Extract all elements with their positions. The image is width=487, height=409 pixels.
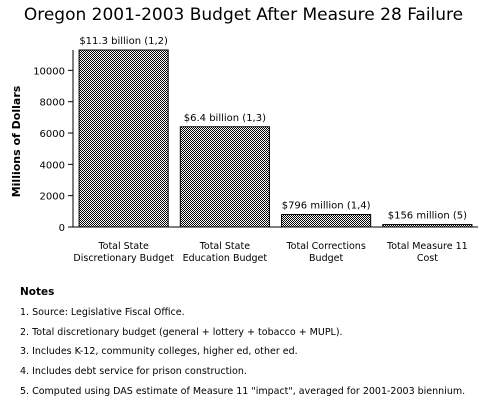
bar bbox=[78, 49, 169, 228]
y-axis: 0 2000 4000 6000 8000 10000 Millions of Dollar… bbox=[10, 50, 478, 234]
notes-heading: Notes bbox=[20, 286, 55, 298]
bars bbox=[78, 49, 473, 228]
chart-title: Oregon 2001-2003 Budget After Measure 28… bbox=[23, 5, 464, 25]
x-category-label: Total State bbox=[97, 241, 149, 252]
bar-value-label: $11.3 billion (1,2) bbox=[79, 36, 168, 47]
bar bbox=[179, 126, 270, 228]
x-category-label: Total Measure 11 bbox=[386, 241, 468, 252]
x-category-label: Cost bbox=[417, 253, 438, 264]
x-category-label: Discretionary Budget bbox=[73, 253, 174, 264]
bar-value-label: $6.4 billion (1,3) bbox=[184, 113, 266, 124]
note-item: 5. Computed using DAS estimate of Measur… bbox=[20, 385, 466, 397]
bar bbox=[281, 214, 372, 228]
y-tick-label: 2000 bbox=[40, 192, 65, 203]
bar bbox=[382, 224, 473, 228]
y-tick-label: 8000 bbox=[40, 98, 65, 109]
y-tick-label: 0 bbox=[59, 223, 65, 234]
note-item: 4. Includes debt service for prison cons… bbox=[20, 366, 247, 378]
data-labels: $11.3 billion (1,2) $6.4 billion (1,3) $79… bbox=[79, 36, 467, 222]
x-category-label: Education Budget bbox=[183, 253, 268, 264]
y-axis-title: Millions of Dollars bbox=[10, 85, 23, 197]
note-item: 1. Source: Legislative Fiscal Office. bbox=[20, 307, 185, 318]
y-tick-label: 10000 bbox=[33, 66, 65, 77]
x-category-label: Total State bbox=[199, 241, 251, 252]
y-tick-label: 4000 bbox=[40, 160, 65, 171]
y-tick-label: 6000 bbox=[40, 129, 65, 140]
note-item: 3. Includes K-12, community colleges, hi… bbox=[20, 346, 298, 358]
x-category-label: Budget bbox=[309, 253, 343, 264]
bar-value-label: $796 million (1,4) bbox=[282, 201, 371, 212]
notes-section: Notes 1. Source: Legislative Fiscal Offi… bbox=[20, 286, 465, 405]
bar-value-label: $156 million (5) bbox=[388, 211, 467, 222]
bar-chart: 0 2000 4000 6000 8000 10000 Millions of Dollar… bbox=[10, 36, 478, 264]
note-item: 2. Total discretionary budget (general +… bbox=[20, 326, 343, 338]
x-category-label: Total Corrections bbox=[285, 241, 365, 252]
